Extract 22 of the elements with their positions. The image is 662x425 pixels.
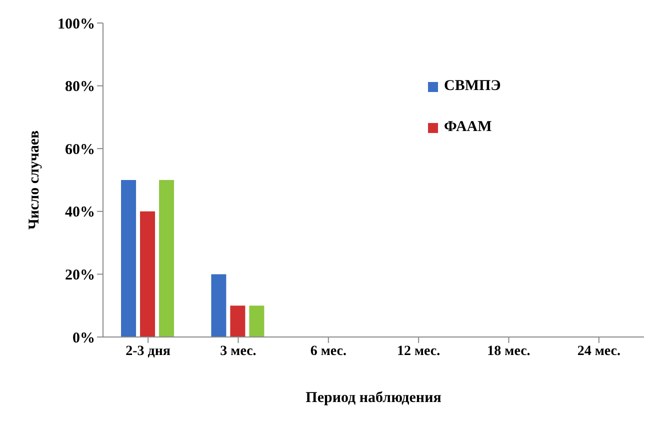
y-tick-label: 60% [65, 142, 95, 158]
x-tick-label: 24 мес. [577, 344, 620, 359]
x-tick-label: 12 мес. [397, 344, 440, 359]
legend-label: ФААМ [444, 119, 492, 136]
legend-label: СВМПЭ [444, 78, 501, 95]
x-tick-label: 3 мес. [220, 344, 256, 359]
bar [211, 274, 226, 337]
y-axis-title: Число случаев [26, 130, 42, 230]
bar [140, 211, 156, 337]
y-tick-label: 80% [65, 79, 95, 96]
x-tick-label: 2-3 дня [126, 344, 171, 359]
x-tick-label: 6 мес. [310, 344, 346, 359]
bar [121, 180, 136, 337]
bar [249, 306, 264, 337]
x-axis-title: Период наблюдения [306, 390, 442, 406]
y-tick-label: 20% [65, 268, 95, 284]
x-tick-label: 18 мес. [487, 344, 530, 359]
bar [230, 306, 246, 337]
bar [159, 180, 174, 337]
y-tick-label: 40% [65, 204, 95, 221]
y-tick-label: 100% [58, 16, 95, 32]
y-tick-label: 0% [72, 330, 95, 346]
